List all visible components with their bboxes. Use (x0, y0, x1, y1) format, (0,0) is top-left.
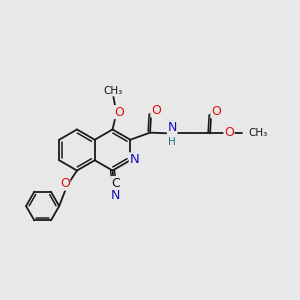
Text: N: N (111, 189, 120, 202)
Text: N: N (129, 153, 139, 166)
Text: O: O (211, 105, 221, 118)
Text: O: O (60, 177, 70, 190)
Text: N: N (167, 122, 177, 134)
Text: CH₃: CH₃ (248, 128, 267, 138)
Text: O: O (224, 126, 234, 139)
Text: O: O (151, 104, 161, 117)
Text: H: H (168, 137, 176, 147)
Text: CH₃: CH₃ (103, 86, 122, 96)
Text: C: C (111, 177, 120, 190)
Text: O: O (114, 106, 124, 118)
